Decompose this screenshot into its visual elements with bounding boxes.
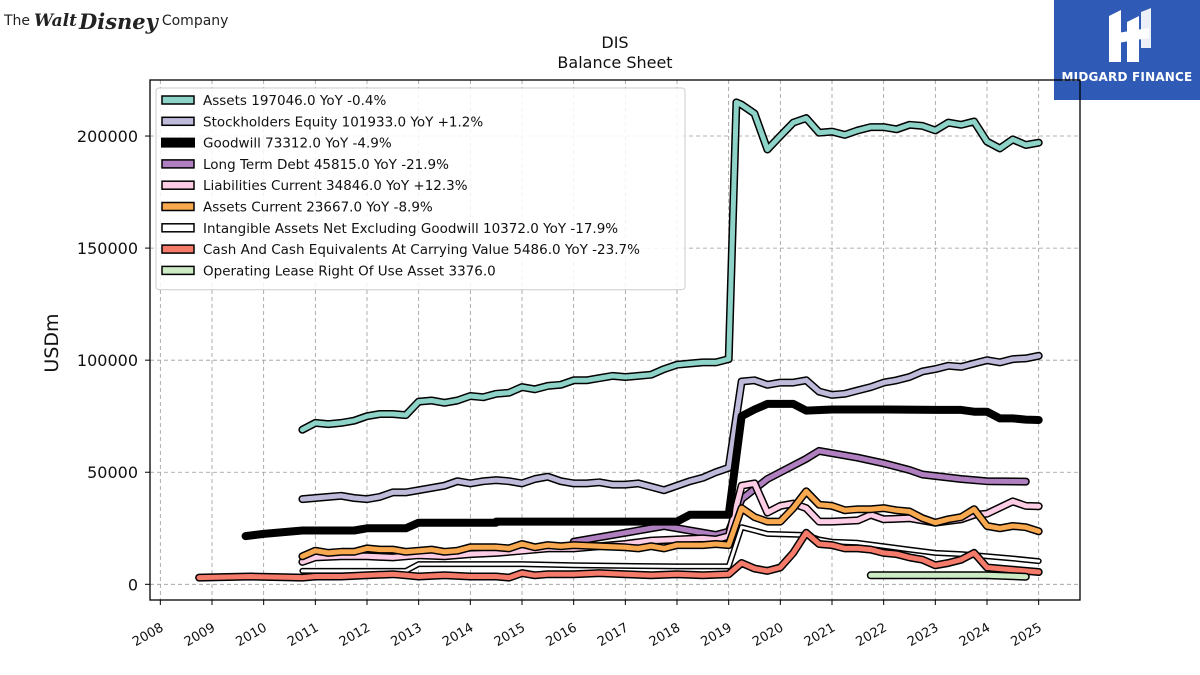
legend-box [155,87,686,291]
series-line [299,99,1042,433]
legend-label: Assets 197046.0 YoY -0.4% [203,93,387,109]
legend-swatch [161,180,195,190]
legend-label: Operating Lease Right Of Use Asset 3376.… [203,263,496,279]
y-tick-label: 150000 [77,239,138,258]
x-tick-label: 2010 [234,620,270,650]
y-tick-label: 200000 [77,127,138,146]
series-lines [195,98,1043,582]
chart-title: DIS [601,33,628,52]
legend-label: Goodwill 73312.0 YoY -4.9% [203,136,392,152]
x-tick-label: 2016 [544,620,580,650]
y-axis-label: USDm [41,313,63,372]
x-tick-label: 2017 [595,620,631,650]
logo-walt: Walt [34,11,77,31]
series-line [299,353,1042,502]
x-tick-label: 2013 [389,620,425,650]
series-line [571,448,1029,545]
legend-swatch [161,201,195,212]
legend-swatch [161,265,195,276]
legend-label: Cash And Cash Equivalents At Carrying Va… [203,242,640,258]
x-tick-label: 2025 [1009,620,1045,650]
series-line [300,525,1041,573]
series-line [868,572,1029,580]
x-tick-label: 2019 [699,620,735,650]
x-tick-label: 2008 [130,620,166,650]
brand-logo: MIDGARD FINANCE [1054,0,1200,100]
x-tick-label: 2021 [802,620,838,650]
x-tick-label: 2020 [750,620,786,650]
legend-swatch [161,137,195,148]
chart-subtitle: Balance Sheet [557,53,672,72]
legend-label: Liabilities Current 34846.0 YoY +12.3% [203,178,468,194]
legend-swatch [161,95,195,105]
x-tick-label: 2009 [182,620,218,650]
legend-label: Long Term Debt 45815.0 YoY -21.9% [203,157,449,173]
x-tick-label: 2011 [285,620,321,650]
x-tick-label: 2023 [905,620,941,650]
x-tick-label: 2024 [957,620,993,650]
x-tick-label: 2015 [492,620,528,650]
y-tick-label: 100000 [77,351,138,370]
legend-label: Stockholders Equity 101933.0 YoY +1.2% [203,114,483,130]
y-tick-label: 50000 [87,463,138,482]
x-tick-label: 2022 [854,620,890,650]
legend: Assets 197046.0 YoY -0.4% Stockholders Eq… [155,87,686,291]
legend-label: Assets Current 23667.0 YoY -8.9% [203,200,433,216]
company-logo: The Walt Disney Company [4,4,228,38]
x-tick-label: 2018 [647,620,683,650]
legend-swatch [161,223,195,233]
series-line [196,530,1042,581]
brand-mark-icon [1109,8,1151,62]
plot-frame [149,79,1081,601]
x-tick-label: 2014 [440,620,476,650]
legend-swatch [161,116,195,127]
logo-company: Company [161,13,229,29]
legend-swatch [161,244,195,254]
legend-label: Intangible Assets Net Excluding Goodwill… [203,221,618,237]
brand-name: MIDGARD FINANCE [1061,70,1193,84]
legend-swatch [161,159,195,169]
series-line [241,399,1043,541]
series-line [299,488,1042,559]
logo-disney: Disney [79,8,158,34]
y-tick-label: 0 [128,575,138,594]
logo-the: The [4,13,31,29]
x-tick-label: 2012 [337,620,373,650]
